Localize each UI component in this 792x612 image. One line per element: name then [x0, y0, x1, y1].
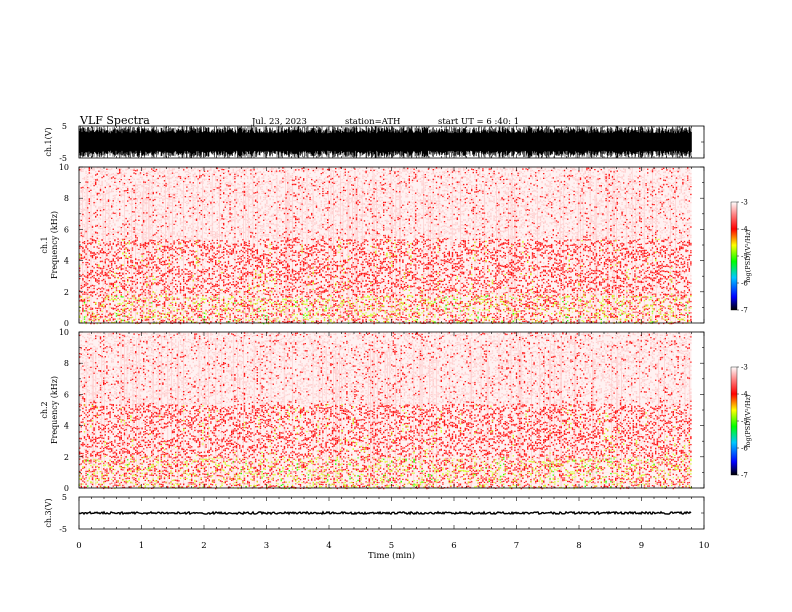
- x-tick-label: 6: [451, 541, 456, 551]
- start-time-label: start UT = 6 :40: 1: [438, 117, 519, 127]
- colorbar-bar: [730, 366, 738, 476]
- y-axis-label: ch.3(V): [44, 498, 53, 527]
- y-tick-label: 4: [64, 257, 69, 266]
- time-axis: 0 1 2 3 4 5 6 7 8 9 10 Time (min): [76, 541, 709, 561]
- x-tick-label: 10: [699, 541, 710, 551]
- y-tick-label: 2: [64, 288, 69, 297]
- x-tick-label: 3: [264, 541, 269, 551]
- y-axis-label: Frequency (kHz): [50, 211, 59, 279]
- y-tick-label: -5: [59, 525, 67, 534]
- x-tick-label: 7: [514, 541, 519, 551]
- y-tick-label: 8: [64, 194, 69, 203]
- channel-label: ch.1: [40, 236, 49, 253]
- y-tick-label: 4: [64, 422, 69, 431]
- ch1-spectrogram-panel: 0 2 4 6 8 10 ch.1 Frequency (kHz): [40, 163, 705, 328]
- colorbar-tick-label: -7: [741, 307, 748, 315]
- colorbar-tick-label: -3: [741, 364, 748, 372]
- ch3-waveform-trace: [78, 510, 692, 516]
- y-tick-label: 2: [64, 453, 69, 462]
- figure-title: VLF Spectra: [79, 114, 150, 127]
- y-axis-label: ch.1(V): [44, 127, 53, 156]
- colorbar-tick-label: -4: [741, 226, 748, 234]
- y-tick-label: 0: [64, 484, 69, 493]
- x-tick-label: 0: [76, 541, 81, 551]
- spectrogram-low-power: [79, 167, 692, 297]
- ch1-waveform-panel: 5 -5 ch.1(V): [44, 122, 705, 163]
- colorbar-tick-label: -3: [741, 199, 748, 207]
- x-tick-label: 8: [576, 541, 581, 551]
- colorbar-tick-label: -6: [741, 445, 748, 453]
- y-tick-label: 5: [62, 122, 67, 131]
- colorbar-bar: [730, 201, 738, 311]
- colorbar-tick-label: -7: [741, 472, 748, 480]
- colorbar-label: log(PSD)(V²/Hz): [744, 229, 752, 282]
- x-tick-label: 4: [326, 541, 331, 551]
- station-label: station=ATH: [345, 117, 400, 127]
- colorbar-label: log(PSD)(V²/Hz): [744, 394, 752, 447]
- colorbar-2: -3 -4 -5 -6 -7 log(PSD)(V²/Hz): [730, 364, 752, 480]
- colorbar-tick-label: -5: [741, 418, 748, 426]
- colorbar-tick-label: -5: [741, 253, 748, 261]
- y-tick-label: 8: [64, 359, 69, 368]
- y-tick-label: 5: [62, 493, 67, 502]
- x-tick-label: 9: [639, 541, 644, 551]
- ch2-spectrogram-panel: 0 2 4 6 8 10 ch.2 Frequency (kHz): [40, 328, 705, 493]
- y-tick-label: 10: [59, 328, 69, 337]
- channel-label: ch.2: [40, 401, 49, 418]
- y-axis-label: Frequency (kHz): [50, 376, 59, 444]
- ch3-waveform-panel: 5 -5 ch.3(V): [44, 493, 705, 534]
- spectrogram-mid-power: [79, 332, 692, 490]
- date-label: Jul. 23, 2023: [251, 117, 307, 127]
- spectrogram-peak-power: [83, 295, 689, 325]
- ch1-waveform-trace: [78, 126, 692, 158]
- y-tick-label: -5: [59, 154, 67, 163]
- colorbar-1: -3 -4 -5 -6 -7 log(PSD)(V²/Hz): [730, 199, 752, 315]
- spectrogram-mid-power: [79, 167, 692, 325]
- y-tick-label: 6: [64, 225, 69, 234]
- x-axis-label: Time (min): [368, 550, 415, 561]
- x-tick-label: 1: [139, 541, 144, 551]
- x-tick-label: 5: [389, 541, 394, 551]
- colorbar-tick-label: -6: [741, 280, 748, 288]
- y-tick-label: 10: [59, 163, 69, 172]
- x-tick-label: 2: [201, 541, 206, 551]
- y-tick-label: 0: [64, 319, 69, 328]
- spectrogram-high-power: [79, 238, 692, 325]
- colorbar-tick-label: -4: [741, 391, 748, 399]
- spectrogram-low-power: [79, 332, 692, 458]
- y-tick-label: 6: [64, 390, 69, 399]
